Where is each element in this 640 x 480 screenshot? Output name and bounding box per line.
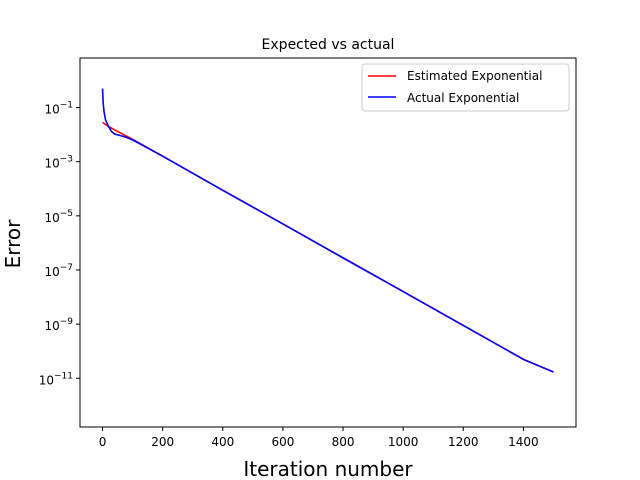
x-tick-label: 1400 [508,435,539,449]
y-tick-label: 10−1 [44,101,73,117]
x-tick-label: 0 [99,435,107,449]
y-axis: 10−1 10−3 10−5 10−7 10−9 10−11 [39,101,80,387]
y-axis-label: Error [1,219,25,269]
x-tick-label: 1000 [388,435,419,449]
x-tick-label: 400 [211,435,234,449]
x-tick-label: 800 [332,435,355,449]
series-lines [101,88,554,373]
y-tick-label: 10−9 [44,317,73,333]
x-axis: 0 200 400 600 800 1000 1200 1400 [99,427,539,449]
legend: Estimated Exponential Actual Exponential [361,63,570,112]
legend-box [361,63,570,112]
y-tick-label: 10−3 [44,155,73,171]
y-tick-label: 10−7 [44,263,73,279]
x-tick-label: 600 [271,435,294,449]
x-tick-label: 200 [151,435,174,449]
plot-area [79,57,577,428]
y-tick-label: 10−11 [39,371,73,387]
chart-title: Expected vs actual [262,37,395,53]
legend-label-actual: Actual Exponential [407,91,519,105]
y-tick-label: 10−5 [44,209,73,225]
legend-label-estimated: Estimated Exponential [407,69,542,83]
x-tick-label: 1200 [448,435,479,449]
series-line-actual [101,88,554,373]
x-axis-label: Iteration number [243,457,413,480]
